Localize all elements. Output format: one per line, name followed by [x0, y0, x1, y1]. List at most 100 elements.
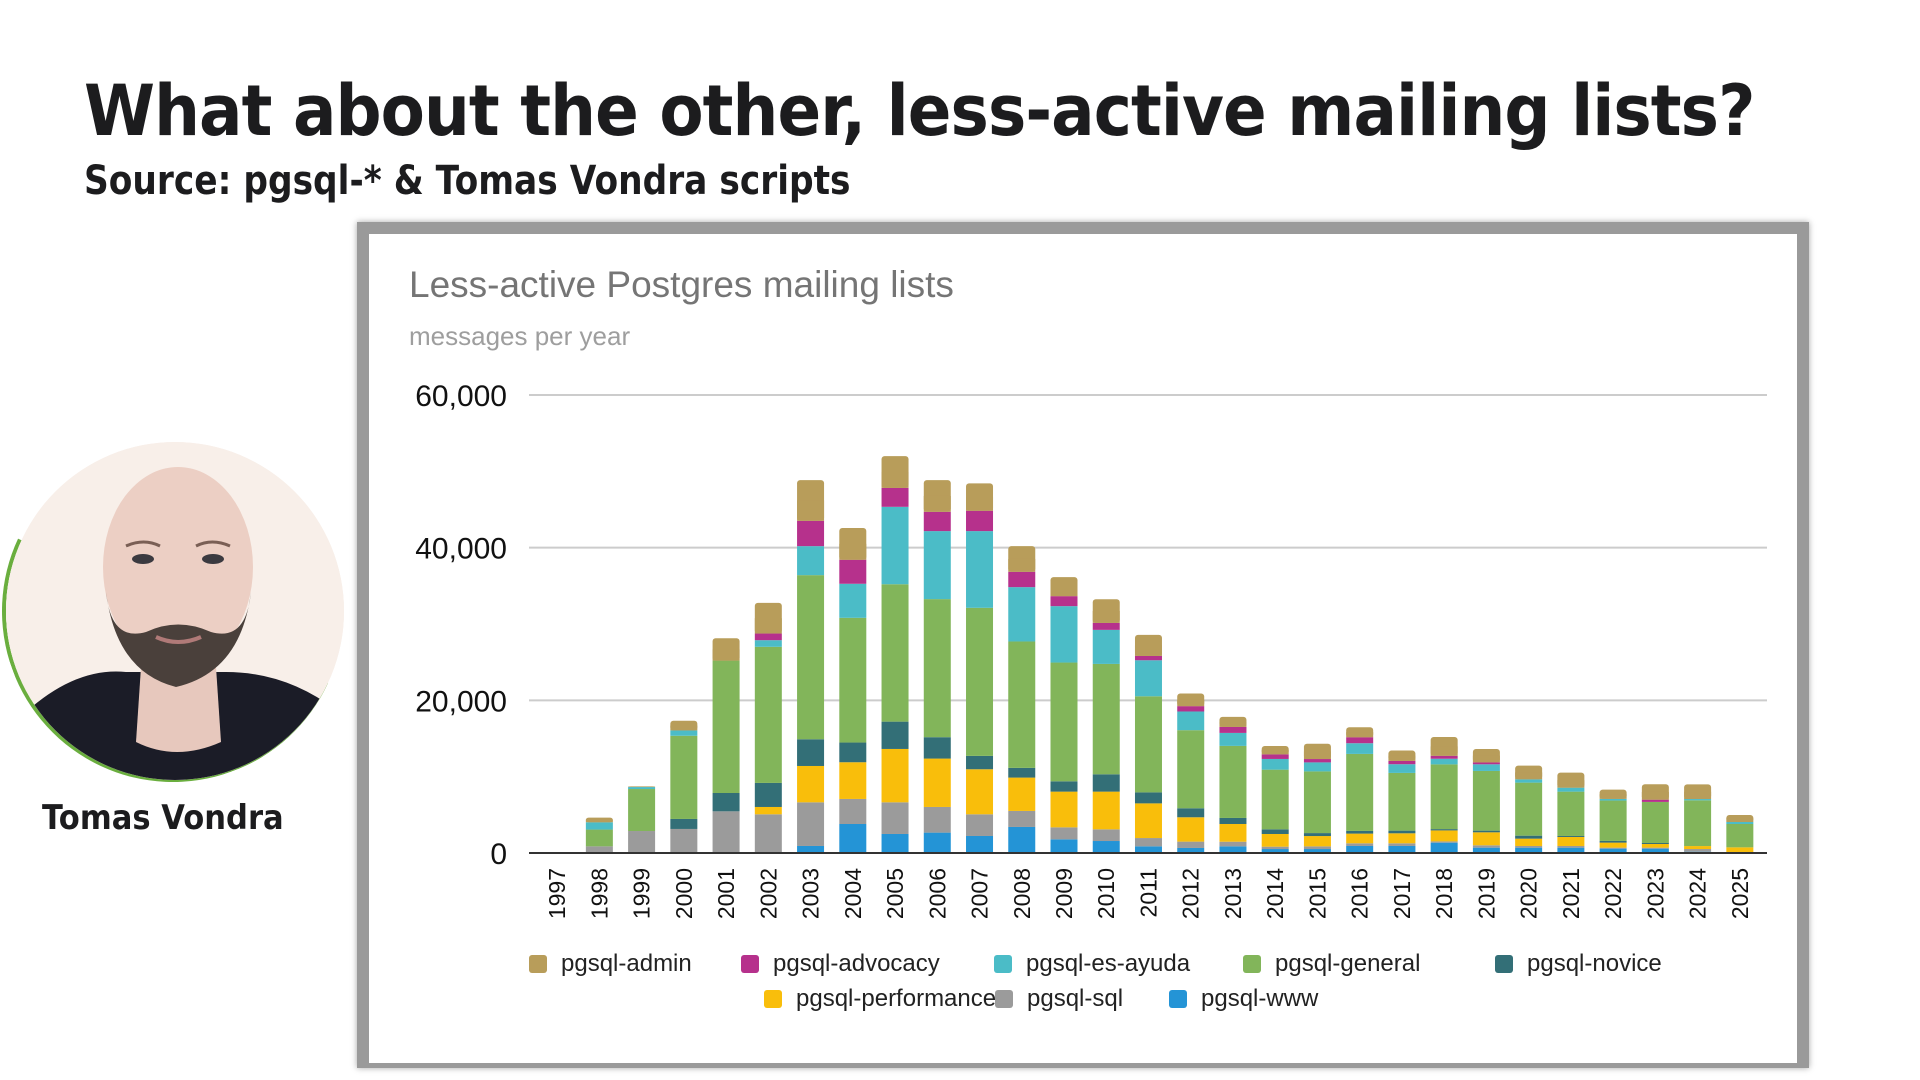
bar-segment-pgsql-novice: [1261, 829, 1289, 834]
chart-title: Less-active Postgres mailing lists: [409, 264, 954, 305]
bar-segment-pgsql-novice: [1177, 808, 1205, 818]
bar-segment-pgsql-admin-base: [1008, 558, 1036, 572]
bar-segment-pgsql-www: [923, 832, 951, 853]
bar-segment-pgsql-general: [1050, 662, 1078, 782]
legend-item-pgsql-novice: pgsql-novice: [1495, 950, 1662, 977]
bar-segment-pgsql-novice: [1050, 781, 1078, 792]
legend-swatch: [529, 955, 547, 973]
bar-segment-pgsql-general: [1726, 823, 1754, 848]
bar-segment-pgsql-sql: [1430, 841, 1458, 843]
bar-segment-pgsql-performance: [923, 758, 951, 807]
bar-stack-2019: [1472, 748, 1500, 853]
presenter-avatar-illustration: [6, 442, 344, 780]
bar-segment-pgsql-general: [1557, 791, 1585, 836]
bar-stack-2004: [839, 528, 867, 853]
bar-segment-pgsql-novice: [1557, 835, 1585, 837]
legend-label: pgsql-sql: [1027, 985, 1123, 1012]
bar-segment-pgsql-www: [1472, 847, 1500, 853]
bar-segment-pgsql-advocacy: [839, 559, 867, 584]
bar-segment-pgsql-es-ayuda: [1092, 629, 1120, 664]
bar-segment-pgsql-sql: [1008, 810, 1036, 827]
x-tick-label: 2000: [671, 868, 697, 919]
legend: pgsql-admin pgsql-advocacy pgsql-es-ayuda p…: [529, 950, 1662, 1012]
bar-segment-pgsql-www: [1430, 842, 1458, 853]
bar-segment-pgsql-www: [1515, 847, 1543, 853]
bar-segment-pgsql-general: [1430, 764, 1458, 830]
bar-segment-pgsql-sql: [1641, 847, 1669, 849]
presenter-photo-block: [0, 391, 393, 831]
bar-segment-pgsql-general: [1472, 770, 1500, 831]
bar-stack-2006: [923, 480, 951, 853]
x-tick-label: 2002: [755, 868, 781, 919]
x-tick-label: 1997: [544, 868, 570, 919]
legend-swatch: [995, 990, 1013, 1008]
y-tick-label: 0: [490, 838, 507, 871]
bar-segment-pgsql-www: [797, 845, 825, 853]
x-tick-label: 2008: [1009, 868, 1035, 919]
bar-segment-pgsql-performance: [1557, 836, 1585, 846]
bar-segment-pgsql-advocacy: [1641, 799, 1669, 802]
bar-segment-pgsql-es-ayuda: [1388, 764, 1416, 773]
legend-item-pgsql-performance: pgsql-performance: [764, 985, 996, 1012]
bar-segment-pgsql-admin-base: [712, 649, 740, 661]
bar-segment-pgsql-admin-base: [585, 819, 613, 823]
bar-stack-2023: [1641, 784, 1669, 853]
legend-swatch: [994, 955, 1012, 973]
bar-segment-pgsql-advocacy: [1219, 726, 1247, 733]
bar-segment-pgsql-sql: [670, 828, 698, 853]
bar-segment-pgsql-sql: [628, 831, 656, 853]
legend-label: pgsql-advocacy: [773, 950, 940, 977]
bar-segment-pgsql-advocacy: [1092, 622, 1120, 630]
bar-segment-pgsql-advocacy: [1134, 655, 1162, 661]
legend-label: pgsql-performance: [796, 985, 996, 1012]
bar-segment-pgsql-performance: [1050, 791, 1078, 828]
bar-segment-pgsql-sql: [1684, 849, 1712, 852]
bar-segment-pgsql-performance: [1219, 823, 1247, 842]
legend-item-pgsql-advocacy: pgsql-advocacy: [741, 950, 940, 977]
x-tick-label: 2001: [713, 868, 739, 919]
bar-segment-pgsql-general: [1641, 801, 1669, 844]
bar-stack-2017: [1388, 750, 1416, 853]
bar-segment-pgsql-www: [1557, 847, 1585, 853]
bar-segment-pgsql-novice: [1092, 774, 1120, 792]
x-tick-label: 2025: [1727, 868, 1753, 919]
bar-stack-2022: [1599, 789, 1627, 853]
bar-segment-pgsql-admin-base: [1515, 772, 1543, 780]
bar-segment-pgsql-general: [670, 735, 698, 819]
bar-segment-pgsql-www: [1346, 845, 1374, 853]
bar-segment-pgsql-general: [1388, 772, 1416, 831]
bar-segment-pgsql-es-ayuda: [797, 546, 825, 576]
bar-segment-pgsql-admin-base: [670, 725, 698, 731]
bar-stack-2010: [1092, 599, 1120, 853]
bar-stack-2000: [670, 720, 698, 853]
bar-segment-pgsql-sql: [712, 811, 740, 853]
x-tick-label: 1998: [586, 868, 612, 919]
bar-segment-pgsql-novice: [1515, 835, 1543, 839]
bar-segment-pgsql-performance: [1684, 846, 1712, 850]
bar-segment-pgsql-admin-base: [1599, 794, 1627, 799]
bar-stack-2005: [881, 456, 909, 853]
bar-segment-pgsql-admin-base: [1346, 732, 1374, 738]
x-tick-label: 2019: [1473, 868, 1499, 919]
bar-segment-pgsql-admin-base: [1303, 751, 1331, 760]
bar-segment-pgsql-novice: [1134, 792, 1162, 804]
legend-item-pgsql-es-ayuda: pgsql-es-ayuda: [994, 950, 1191, 977]
bar-stack-2011: [1134, 634, 1162, 853]
bar-segment-pgsql-admin-base: [1092, 611, 1120, 623]
bar-segment-pgsql-novice: [1641, 843, 1669, 844]
bar-segment-pgsql-general: [966, 607, 994, 756]
bar-segment-pgsql-es-ayuda: [1726, 822, 1754, 824]
bar-segment-pgsql-admin-base: [797, 500, 825, 521]
bar-segment-pgsql-novice: [1388, 830, 1416, 834]
legend-label: pgsql-es-ayuda: [1026, 950, 1191, 977]
y-axis-ticks: 0 20,000 40,000 60,000: [415, 380, 507, 871]
bar-stack-2009: [1050, 577, 1078, 853]
bar-segment-pgsql-www: [1092, 841, 1120, 853]
bar-segment-pgsql-performance: [1346, 833, 1374, 844]
bar-segment-pgsql-es-ayuda: [923, 531, 951, 600]
legend-label: pgsql-novice: [1527, 950, 1662, 977]
x-tick-label: 2010: [1093, 868, 1119, 919]
bar-segment-pgsql-advocacy: [754, 633, 782, 641]
bar-segment-pgsql-general: [1346, 753, 1374, 831]
bar-segment-pgsql-general: [754, 646, 782, 783]
